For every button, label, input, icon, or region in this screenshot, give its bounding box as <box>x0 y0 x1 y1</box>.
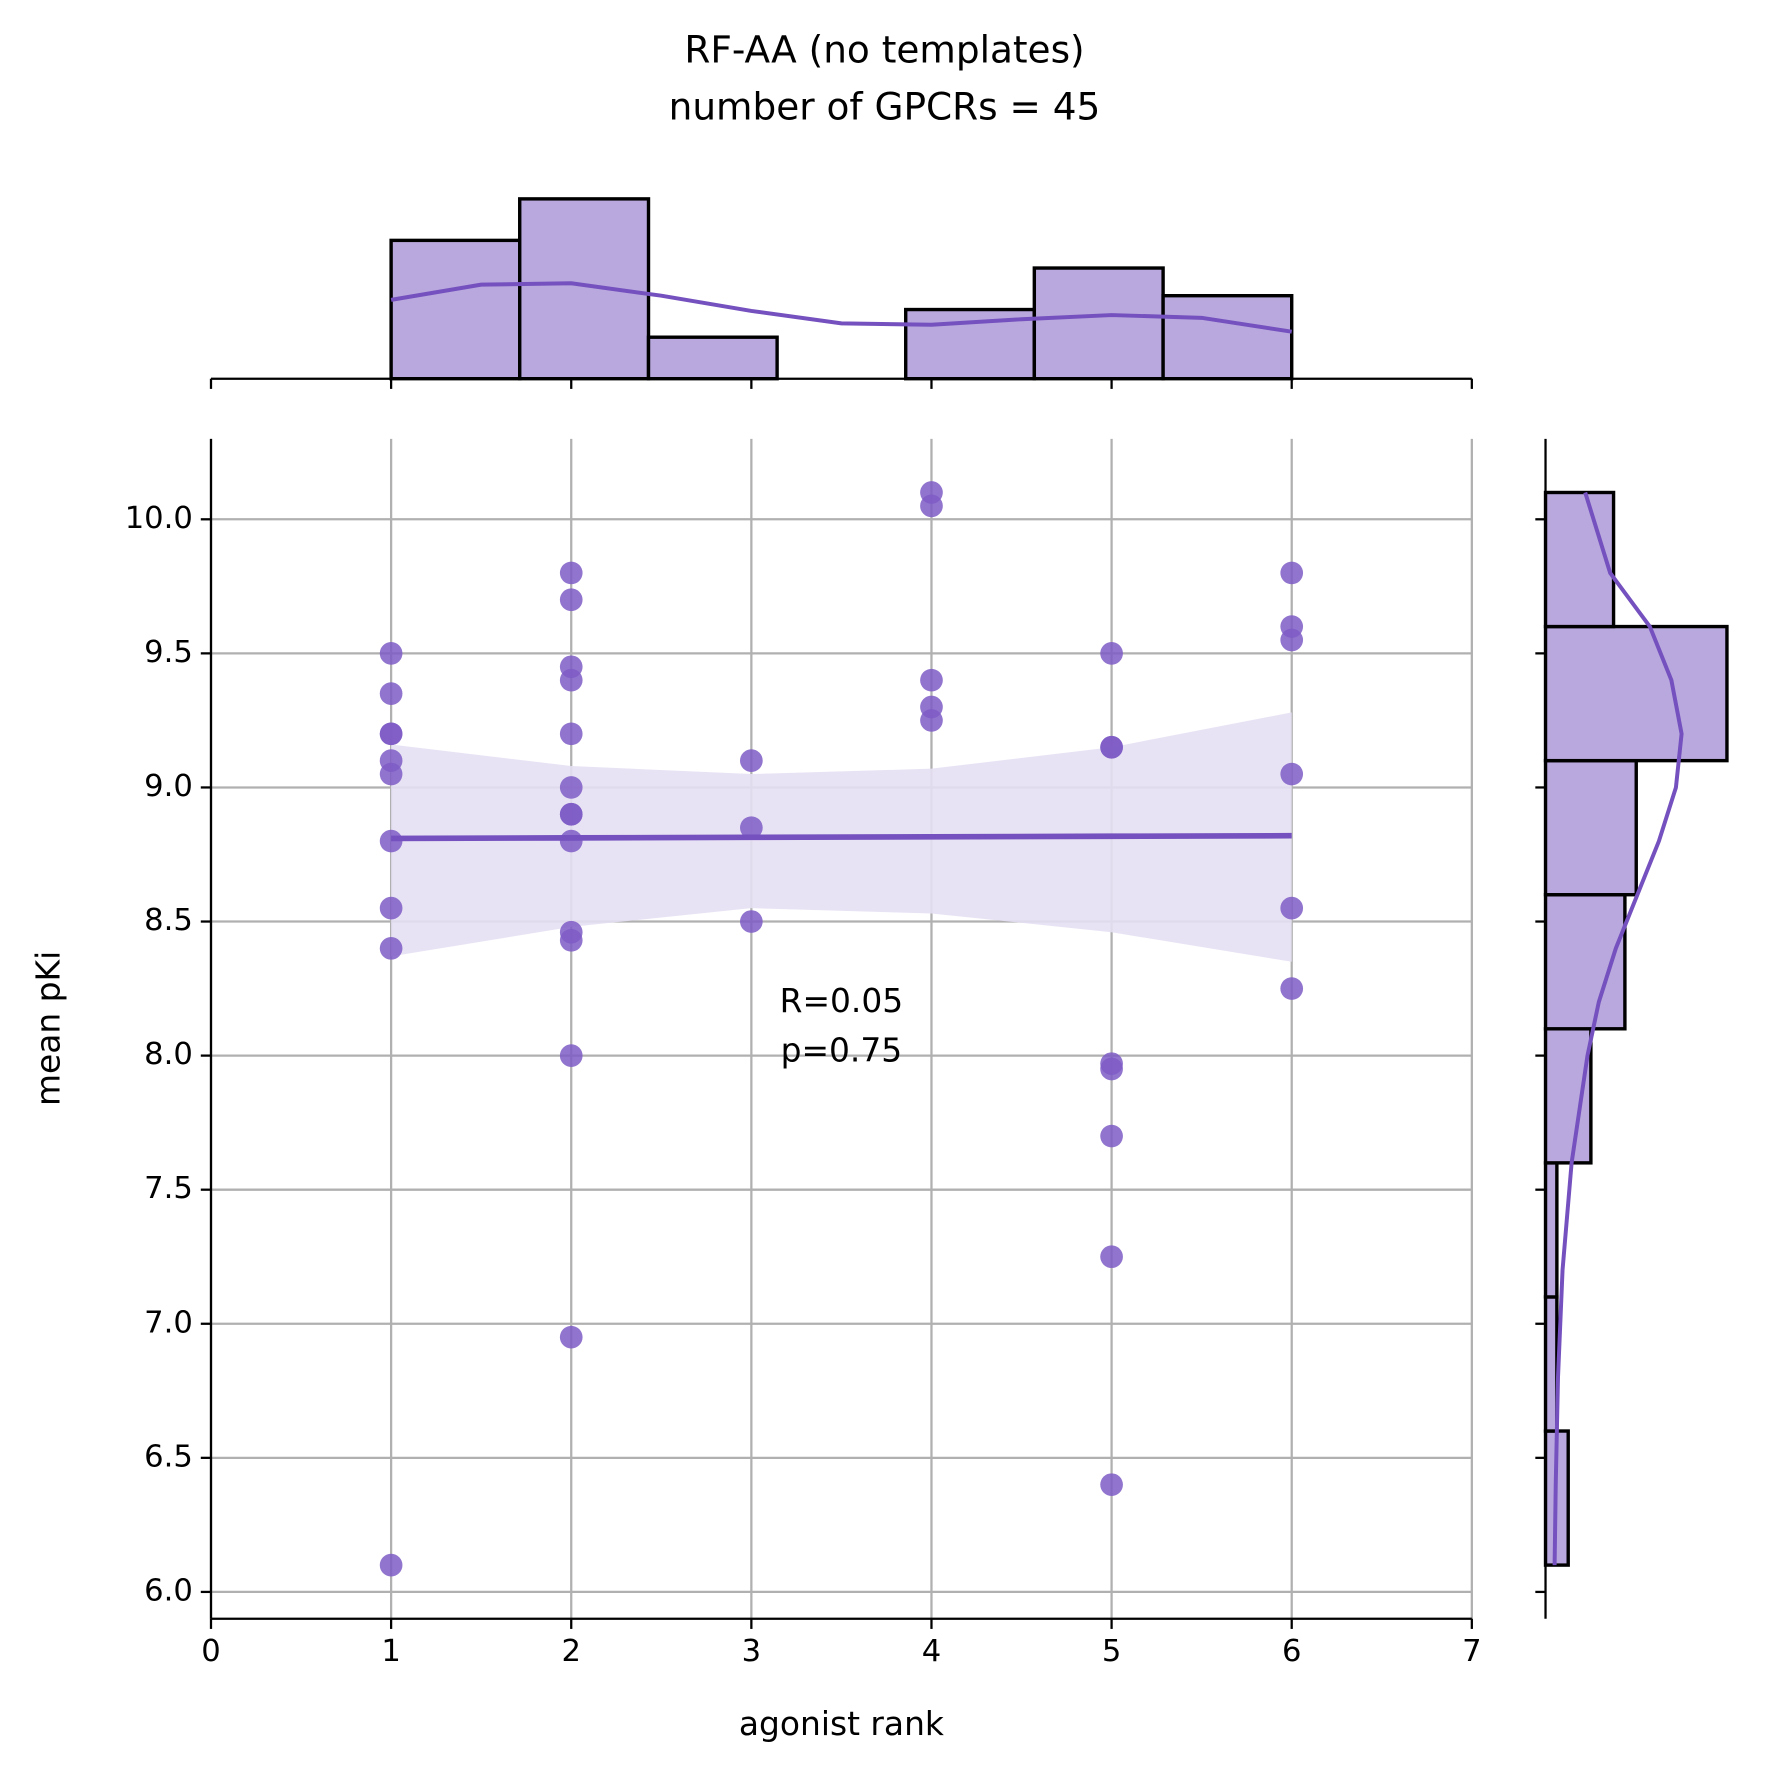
scatter-point <box>559 588 583 612</box>
histogram-bar <box>1161 294 1294 381</box>
x-tick-label: 3 <box>742 1634 761 1669</box>
x-tick-label: 6 <box>1282 1634 1301 1669</box>
scatter-point <box>559 668 583 692</box>
y-tick-label: 6.5 <box>144 1439 193 1474</box>
scatter-point <box>740 749 763 772</box>
x-tick-label: 4 <box>922 1634 941 1669</box>
scatter-point <box>1280 896 1304 920</box>
scatter-point <box>379 722 403 746</box>
y-tick-label: 7.0 <box>144 1305 193 1340</box>
scatter-point <box>1280 561 1304 585</box>
histogram-bar <box>1543 624 1729 763</box>
y-tick-label: 9.0 <box>144 769 193 804</box>
x-tick-label: 5 <box>1102 1634 1121 1669</box>
kde-curve <box>390 281 1293 334</box>
scatter-point <box>920 494 943 518</box>
chart-title: RF-AA (no templates) <box>684 28 1084 72</box>
histogram-bar <box>518 197 651 381</box>
scatter-point <box>559 928 583 952</box>
annotation: p=0.75 <box>781 1031 903 1070</box>
scatter-point <box>1100 1124 1123 1148</box>
y-tick-label: 9.5 <box>144 635 193 670</box>
histogram-bar <box>1543 1161 1559 1299</box>
scatter-point <box>559 722 583 746</box>
y-axis-label: mean pKi <box>28 951 67 1106</box>
scatter-point <box>1100 1473 1123 1496</box>
x-axis-label: agonist rank <box>739 1704 944 1743</box>
scatter-point <box>1100 735 1123 759</box>
x-tick-label: 0 <box>201 1634 220 1669</box>
scatter-point <box>379 762 403 786</box>
y-tick-label: 7.5 <box>144 1171 193 1206</box>
scatter-point <box>559 1325 583 1349</box>
scatter-point <box>379 682 403 705</box>
scatter-point <box>559 776 583 799</box>
scatter-point <box>559 561 583 585</box>
x-tick-label: 7 <box>1462 1634 1481 1669</box>
scatter-point <box>920 668 943 692</box>
regression-line <box>391 832 1292 842</box>
scatter-point <box>379 937 403 960</box>
scatter-point <box>1100 642 1123 665</box>
y-tick-label: 6.0 <box>144 1573 193 1608</box>
scatter-point <box>559 829 583 853</box>
x-tick-label: 2 <box>561 1634 580 1669</box>
histogram-bar <box>1543 1295 1559 1433</box>
kde-curve <box>1552 491 1684 1566</box>
histogram-bar <box>1032 266 1165 381</box>
scatter-point <box>1280 977 1304 1000</box>
histogram-bar <box>1543 490 1616 629</box>
scatter-point <box>740 816 763 840</box>
scatter-point <box>740 910 763 933</box>
x-tick-label: 1 <box>381 1634 400 1669</box>
chart-subtitle: number of GPCRs = 45 <box>669 84 1101 128</box>
y-tick-label: 8.0 <box>144 1037 193 1072</box>
scatter-point <box>1100 1245 1123 1269</box>
scatter-point <box>379 642 403 665</box>
scatter-point <box>379 1553 403 1577</box>
scatter-point <box>379 829 403 853</box>
histogram-bar <box>389 238 522 381</box>
scatter-point <box>920 709 943 732</box>
histogram-bar <box>646 335 779 381</box>
scatter-point <box>1100 1057 1123 1081</box>
scatter-point <box>1280 628 1304 652</box>
y-tick-label: 8.5 <box>144 903 193 938</box>
y-tick-label: 10.0 <box>125 501 193 536</box>
histogram-bar <box>1543 758 1638 897</box>
histogram-bar <box>1543 1027 1593 1165</box>
scatter-point <box>559 802 583 826</box>
scatter-point <box>559 1044 583 1067</box>
annotation: R=0.05 <box>780 981 904 1020</box>
scatter-point <box>1280 762 1304 786</box>
scatter-point <box>379 896 403 920</box>
